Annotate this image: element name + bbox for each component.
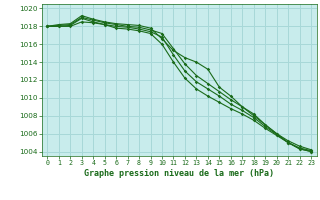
X-axis label: Graphe pression niveau de la mer (hPa): Graphe pression niveau de la mer (hPa) bbox=[84, 169, 274, 178]
